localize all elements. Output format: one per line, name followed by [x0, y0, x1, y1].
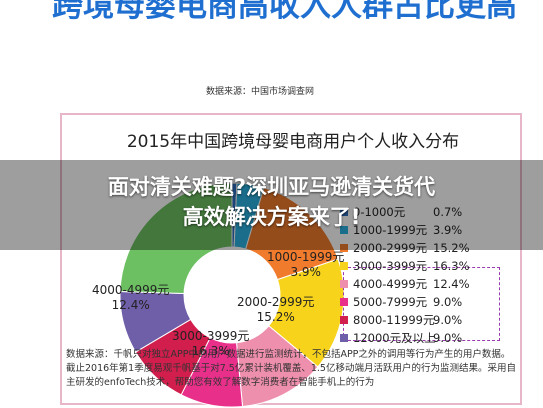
headline: 跨境母婴电商高收入人群占比更高	[52, 0, 517, 24]
legend-swatch	[340, 208, 348, 216]
legend-value: 9.0%	[433, 295, 463, 309]
legend-label: 3000-3999元	[353, 259, 428, 273]
pie-slice-label: 4000-4999元 12.4%	[92, 283, 169, 313]
pie-slice-value: 16.3%	[191, 344, 230, 358]
legend-label: 12000元及以上	[353, 331, 436, 345]
pie-slice-value: 15.2%	[256, 310, 295, 324]
legend-item: 5000-7999元 9.0%	[340, 293, 520, 311]
legend-item: 2000-2999元 15.2%	[340, 239, 520, 257]
legend-item: 4000-4999元 12.4%	[340, 275, 520, 293]
chart-panel: 2015年中国跨境母婴电商用户个人收入分布 1000-1999元 3.9% 2000…	[60, 113, 522, 407]
legend: 0-1000元 0.7% 1000-1999元 3.9% 2000-2999元 15.2%…	[340, 203, 520, 347]
pie-slice-category: 1000-1999元	[267, 250, 345, 264]
legend-value: 16.3%	[433, 259, 470, 273]
chart-title: 2015年中国跨境母婴电商用户个人收入分布	[126, 132, 460, 152]
legend-swatch	[340, 226, 348, 234]
pie-slice-value: 3.9%	[290, 265, 321, 279]
footnote: 数据来源：千帆只对独立APP中的用户数据进行监测统计，不包括APP之外的调用等行…	[66, 349, 516, 388]
legend-swatch	[340, 334, 348, 342]
pie-slice-label: 2000-2999元 15.2%	[237, 295, 314, 325]
legend-swatch	[340, 316, 348, 324]
ad-banner-line-2: 高效解决方案来了!	[182, 205, 361, 229]
ad-banner-line-1: 面对清关难题?深圳亚马逊清关货代	[107, 175, 436, 199]
legend-item: 8000-11999元 9.0%	[340, 311, 520, 329]
ad-banner[interactable]: 面对清关难题?深圳亚马逊清关货代 高效解决方案来了!	[0, 160, 543, 250]
legend-value: 0.7%	[433, 205, 463, 219]
pie-slice-label: 1000-1999元 3.9%	[267, 250, 344, 280]
pie-slice-category: 2000-2999元	[237, 295, 315, 309]
legend-swatch	[340, 280, 348, 288]
pie-slice-category: 3000-3999元	[172, 329, 250, 343]
legend-label: 4000-4999元	[353, 277, 428, 291]
legend-label: 1000-1999元	[353, 223, 428, 237]
legend-label: 8000-11999元	[353, 313, 435, 327]
legend-item: 3000-3999元 16.3%	[340, 257, 520, 275]
legend-item: 12000元及以上 9.0%	[340, 329, 520, 347]
legend-value: 9.0%	[433, 331, 463, 345]
legend-value: 15.2%	[433, 241, 470, 255]
legend-value: 9.0%	[433, 313, 463, 327]
legend-label: 2000-2999元	[353, 241, 428, 255]
pie-slice	[119, 182, 233, 295]
pie-slice-category: 4000-4999元	[92, 283, 170, 297]
pie-chart	[119, 182, 345, 407]
pie-slice-value: 12.4%	[111, 298, 150, 312]
legend-swatch	[340, 244, 348, 252]
legend-label: 5000-7999元	[353, 295, 428, 309]
legend-swatch	[340, 298, 348, 306]
pie-slice	[245, 187, 339, 281]
legend-swatch	[340, 262, 348, 270]
legend-item: 0-1000元 0.7%	[340, 203, 520, 221]
legend-value: 3.9%	[433, 223, 463, 237]
legend-label: 0-1000元	[353, 205, 406, 219]
pie-slice-label: 3000-3999元 16.3%	[172, 329, 249, 359]
legend-item: 1000-1999元 3.9%	[340, 221, 520, 239]
source-top: 数据来源：中国市场调查网	[206, 87, 315, 97]
legend-value: 12.4%	[433, 277, 470, 291]
